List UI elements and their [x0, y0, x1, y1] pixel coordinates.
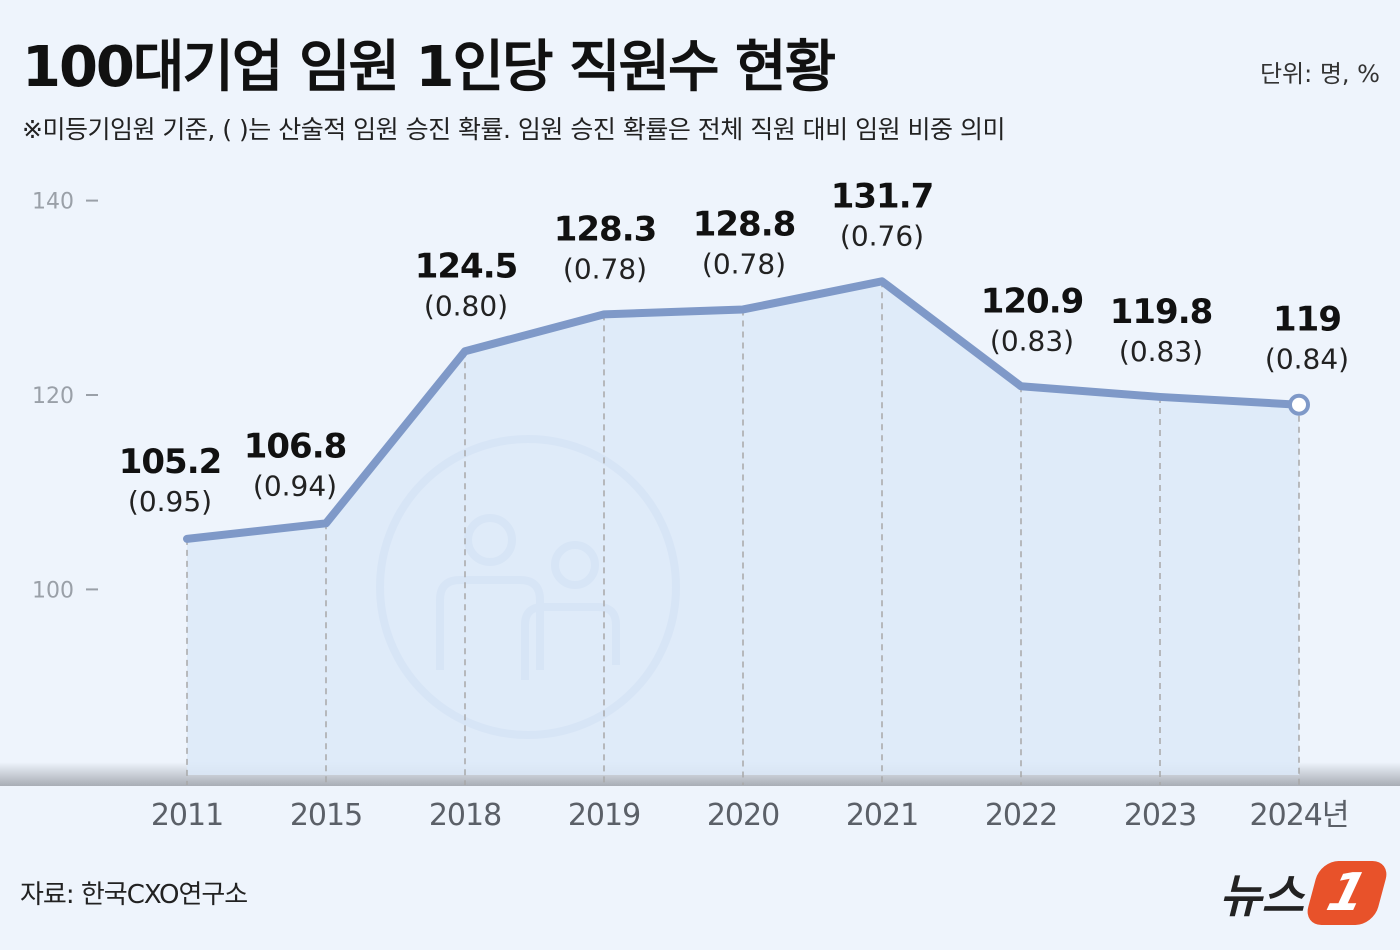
- data-label: 119.8: [1110, 292, 1213, 332]
- source-note: 자료: 한국CXO연구소: [20, 880, 248, 910]
- x-tick-label: 2020: [707, 798, 779, 833]
- chart-subtitle: ※미등기임원 기준, ( )는 산술적 임원 승진 확률. 임원 승진 확률은 …: [22, 115, 1006, 144]
- series-line: [183, 277, 1303, 543]
- data-label: 124.5: [415, 246, 518, 286]
- chart-title: 100대기업 임원 1인당 직원수 현황: [22, 35, 836, 100]
- probability-label: (0.78): [702, 247, 786, 280]
- x-tick-label: 2021: [846, 798, 918, 833]
- x-tick-label: 2024년: [1250, 798, 1349, 833]
- logo-text: 뉴스: [1219, 869, 1304, 923]
- data-label: 131.7: [831, 176, 934, 216]
- x-tick-label: 2018: [429, 798, 501, 833]
- data-label: 128.3: [554, 209, 657, 249]
- data-label: 105.2: [119, 442, 222, 482]
- x-tick-label: 2023: [1124, 798, 1196, 833]
- news1-logo: 뉴스 1: [1219, 860, 1391, 926]
- data-label: 120.9: [981, 281, 1084, 321]
- probability-label: (0.76): [840, 219, 924, 252]
- probability-label: (0.78): [563, 252, 647, 285]
- end-point-marker: [1288, 393, 1310, 416]
- x-tick-label: 2019: [568, 798, 640, 833]
- data-label: 128.8: [693, 204, 796, 244]
- probability-label: (0.95): [128, 485, 212, 518]
- y-tick-label: 100: [32, 578, 74, 603]
- probability-label: (0.80): [424, 289, 508, 322]
- x-tick-label: 2022: [985, 798, 1057, 833]
- x-tick-label: 2011: [151, 798, 223, 833]
- probability-label: (0.83): [1119, 335, 1203, 368]
- unit-label: 단위: 명, %: [1259, 60, 1380, 88]
- probability-label: (0.84): [1265, 343, 1349, 376]
- logo-mark: 1: [1303, 861, 1391, 925]
- data-label: 106.8: [244, 426, 347, 466]
- x-tick-label: 2015: [290, 798, 362, 833]
- data-label: 119: [1273, 300, 1341, 340]
- y-tick-label: 120: [32, 384, 74, 409]
- probability-label: (0.94): [253, 469, 337, 502]
- probability-label: (0.83): [990, 324, 1074, 357]
- y-tick-label: 140: [32, 190, 74, 215]
